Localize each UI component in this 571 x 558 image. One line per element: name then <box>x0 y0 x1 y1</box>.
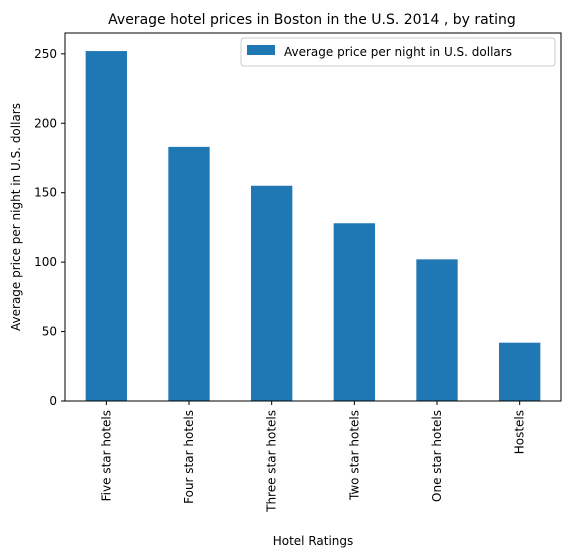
y-tick-label: 100 <box>34 255 57 269</box>
legend-box <box>240 37 556 67</box>
legend: Average price per night in U.S. dollars <box>240 37 556 67</box>
x-tick-label: Five star hotels <box>99 410 113 501</box>
x-tick-label: Two star hotels <box>347 410 361 501</box>
legend-swatch <box>247 45 275 55</box>
y-tick-label: 250 <box>34 47 57 61</box>
bar-one-star-hotels <box>416 259 458 401</box>
x-tick-label: Three star hotels <box>265 410 279 513</box>
y-tick-label: 200 <box>34 116 57 130</box>
x-tick-label: One star hotels <box>430 410 444 502</box>
y-tick-label: 0 <box>49 394 57 408</box>
y-axis-label: Average price per night in U.S. dollars <box>9 103 23 331</box>
bars-group <box>85 51 541 402</box>
y-tick-label: 50 <box>42 325 57 339</box>
x-tick-label: Four star hotels <box>182 410 196 504</box>
bar-five-star-hotels <box>85 51 127 402</box>
bar-three-star-hotels <box>251 185 293 401</box>
bar-four-star-hotels <box>168 146 210 401</box>
bar-two-star-hotels <box>333 223 375 401</box>
x-axis: Five star hotels Four star hotels Three st… <box>99 401 527 513</box>
y-axis: 0 50 100 150 200 250 <box>34 47 65 408</box>
plot-frame <box>64 32 562 402</box>
x-tick-label: Hostels <box>513 410 527 454</box>
chart-title: Average hotel prices in Boston in the U.… <box>108 12 516 28</box>
x-axis-label: Hotel Ratings <box>273 534 354 548</box>
legend-label: Average price per night in U.S. dollars <box>284 45 512 59</box>
bar-hostels <box>499 342 541 401</box>
y-tick-label: 150 <box>34 186 57 200</box>
